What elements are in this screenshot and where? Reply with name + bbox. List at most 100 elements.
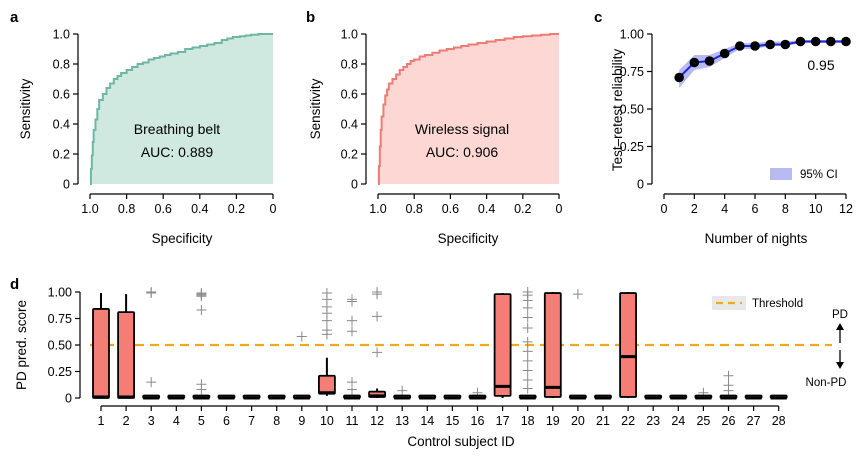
panel-d-xlabel: Control subject ID <box>407 434 515 449</box>
panel-d-outlier <box>347 315 357 326</box>
panel-d-box <box>92 308 110 399</box>
panel-c-end-label: 0.95 <box>807 57 834 73</box>
panel-a-auc: AUC: 0.889 <box>141 144 214 160</box>
panel-d-x-tick-label: 7 <box>248 414 255 428</box>
panel-c-data-point <box>719 48 730 59</box>
panel-a-series-name: Breathing belt <box>134 121 221 137</box>
panel-b-x-tick-label: 0.8 <box>406 202 423 216</box>
panel-d-x-tick-label: 19 <box>546 414 560 428</box>
panel-b-y-tick-label: 0.2 <box>341 148 358 162</box>
panel-d-outlier <box>723 370 734 381</box>
panel-d-x-tick-label: 4 <box>173 414 180 428</box>
panel-b-ylabel: Sensitivity <box>308 78 323 139</box>
panel-c-data-point <box>826 36 836 47</box>
panel-d-x-tick-label: 18 <box>521 414 535 428</box>
panel-d-outlier <box>522 365 533 376</box>
panel-d-outlier <box>321 315 332 326</box>
panel-d-x-tick-label: 12 <box>370 414 384 428</box>
panel-c-y-tick-label: 1.00 <box>620 28 644 42</box>
panel-d-outlier <box>146 377 157 388</box>
panel-d-box <box>543 292 562 398</box>
panel-a-x-tick-label: 0.6 <box>155 202 172 216</box>
panel-c-y-tick-label: 0 <box>637 178 644 192</box>
panel-a: Breathing belt AUC: 0.889 Specificity Se… <box>18 78 220 246</box>
panel-c-data-point <box>765 39 775 50</box>
panel-a-y-tick-label: 0.6 <box>53 88 70 102</box>
panel-a-y-tick-label: 0.2 <box>53 148 70 162</box>
panel-b-y-tick-label: 0.6 <box>341 88 358 102</box>
panel-d-nonpd-label: Non-PD <box>806 377 847 389</box>
panel-d-box <box>619 292 637 398</box>
panel-a-x-tick-label: 0.4 <box>191 202 208 216</box>
panel-d-outlier <box>146 287 157 297</box>
panel-c-y-tick-label: 0.25 <box>620 140 644 154</box>
panel-d-x-tick-label: 11 <box>346 414 359 428</box>
panel-d-threshold-label: Threshold <box>752 298 803 310</box>
panel-b-series-name: Wireless signal <box>415 121 509 137</box>
panel-d-outlier <box>522 346 533 357</box>
panel-d-y-tick-label: 0 <box>65 392 72 406</box>
panel-d-outlier <box>522 336 533 347</box>
panel-d-x-tick-label: 23 <box>646 414 660 428</box>
panel-d-x-tick-label: 26 <box>722 414 736 428</box>
panel-c-x-tick-label: 12 <box>839 202 853 216</box>
panel-d-x-tick-label: 2 <box>123 414 130 428</box>
panel-c-legend-label: 95% CI <box>800 169 838 181</box>
panel-a-x-tick-label: 0.8 <box>118 202 135 216</box>
panel-b-x-tick-label: 0.6 <box>442 202 459 216</box>
panel-d-outlier <box>522 383 533 394</box>
panel-b-roc-line <box>377 33 559 185</box>
panel-c-legend-swatch <box>770 168 792 180</box>
panel-d-outlier <box>347 384 357 395</box>
panel-d-x-tick-label: 20 <box>571 414 585 428</box>
panel-a-y-tick-label: 1.0 <box>53 28 70 42</box>
panel-d-x-tick-label: 5 <box>198 414 205 428</box>
panel-b-x-tick-label: 1.0 <box>369 202 386 216</box>
panel-a-x-tick-label: 0.2 <box>228 202 245 216</box>
panel-d-outlier <box>522 374 533 385</box>
panel-c-ylabel: Test–retest reliability <box>610 49 625 172</box>
panel-d-box <box>317 374 336 395</box>
panel-d-outlier <box>296 331 307 342</box>
panel-a-y-tick-label: 0.8 <box>53 58 70 72</box>
panel-d-outlier <box>321 329 332 340</box>
panel-c-data-point <box>780 39 791 50</box>
panel-d-x-tick-label: 22 <box>621 414 635 428</box>
panel-b: Wireless signal AUC: 0.906 Specificity S… <box>308 78 509 246</box>
panel-d-nonpd-arrowhead <box>836 362 844 369</box>
panel-d-outlier <box>397 385 408 396</box>
panel-d-pd-label: PD <box>832 309 848 321</box>
panel-c-x-tick-label: 6 <box>752 202 759 216</box>
panel-d-outlier <box>522 355 533 366</box>
panel-a-x-tick-label: 1.0 <box>81 202 98 216</box>
panel-d-outlier <box>196 305 207 316</box>
panel-c-data-point <box>674 72 684 83</box>
panel-c-y-tick-label: 0.50 <box>620 103 644 117</box>
panel-d-outlier <box>347 326 357 337</box>
panel-d-x-tick-label: 21 <box>596 414 610 428</box>
panel-d-outlier <box>196 291 207 302</box>
panel-d: Control subject ID PD pred. score Thresh… <box>14 298 848 449</box>
panel-a-y-tick-label: 0 <box>63 178 70 192</box>
panel-d-x-tick-label: 10 <box>320 414 334 428</box>
panel-d-x-tick-label: 14 <box>420 414 434 428</box>
panel-b-x-tick-label: 0 <box>556 202 563 216</box>
panel-b-roc-area <box>378 34 559 184</box>
panel-d-x-tick-label: 9 <box>298 414 305 428</box>
panel-d-outlier <box>522 302 533 313</box>
panel-d-x-tick-label: 1 <box>98 414 105 428</box>
panel-c-data-point <box>841 36 851 47</box>
panel-d-outlier <box>723 385 734 396</box>
panel-c-data-point <box>704 56 715 66</box>
panel-d-outlier <box>572 289 583 300</box>
panel-c-data-point <box>750 41 760 51</box>
panel-c-data-point <box>735 41 745 51</box>
panel-d-x-tick-label: 3 <box>148 414 155 428</box>
panel-b-x-tick-label: 0.4 <box>478 202 495 216</box>
panel-c-y-tick-label: 0.75 <box>620 65 644 79</box>
panel-d-outlier <box>522 312 533 323</box>
panel-d-outlier <box>196 384 207 395</box>
panel-d-x-tick-label: 6 <box>223 414 230 428</box>
panel-b-auc: AUC: 0.906 <box>426 144 499 160</box>
